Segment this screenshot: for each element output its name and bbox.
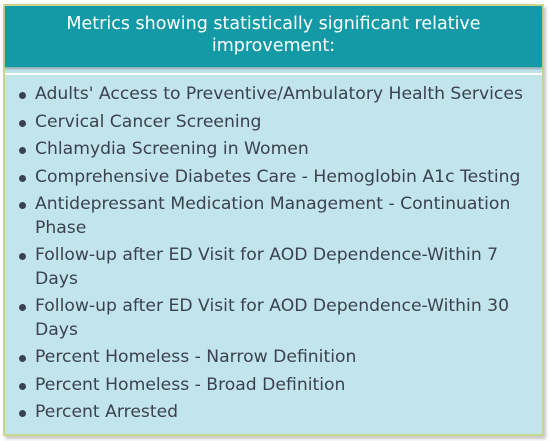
list-item: Percent Homeless - Narrow Definition [19,346,524,370]
bullet-icon [19,119,26,127]
bullet-icon [19,92,26,99]
metric-label: Chlamydia Screening in Women [35,139,309,159]
panel-body: Adults' Access to Preventive/Ambulatory … [5,73,542,434]
list-item: Follow-up after ED Visit for AOD Depende… [19,295,524,342]
metric-label: Comprehensive Diabetes Care - Hemoglobin… [35,166,521,187]
metric-label: Adults' Access to Preventive/Ambulatory … [35,84,523,104]
bullet-icon [19,174,26,182]
bullet-icon [19,382,26,390]
metric-label: Cervical Cancer Screening [35,111,262,132]
bullet-icon [19,304,26,311]
bullet-icon [19,410,26,417]
panel-header: Metrics showing statistically significan… [5,6,542,67]
list-item: Chlamydia Screening in Women [19,138,524,162]
list-item: Antidepressant Medication Management - C… [19,193,524,240]
list-item: Follow-up after ED Visit for AOD Depende… [19,244,524,291]
metric-label: Follow-up after ED Visit for AOD Depende… [35,245,499,289]
list-item: Percent Homeless - Broad Definition [19,374,524,398]
bullet-icon [19,253,26,260]
list-item: Percent Arrested [19,401,524,425]
list-item: Cervical Cancer Screening [19,111,524,135]
metrics-panel: Metrics showing statistically significan… [3,4,544,436]
list-item: Adults' Access to Preventive/Ambulatory … [19,83,524,107]
list-item: Comprehensive Diabetes Care - Hemoglobin… [19,166,524,190]
bullet-icon [19,202,26,209]
metrics-list: Adults' Access to Preventive/Ambulatory … [5,75,542,425]
metric-label: Percent Arrested [35,402,179,422]
panel-title: Metrics showing statistically significan… [66,14,481,56]
metric-label: Follow-up after ED Visit for AOD Depende… [35,296,510,340]
bullet-icon [19,147,26,154]
metric-label: Antidepressant Medication Management - C… [35,194,511,238]
metric-label: Percent Homeless - Narrow Definition [35,347,357,367]
metric-label: Percent Homeless - Broad Definition [35,374,346,395]
bullet-icon [19,355,26,362]
